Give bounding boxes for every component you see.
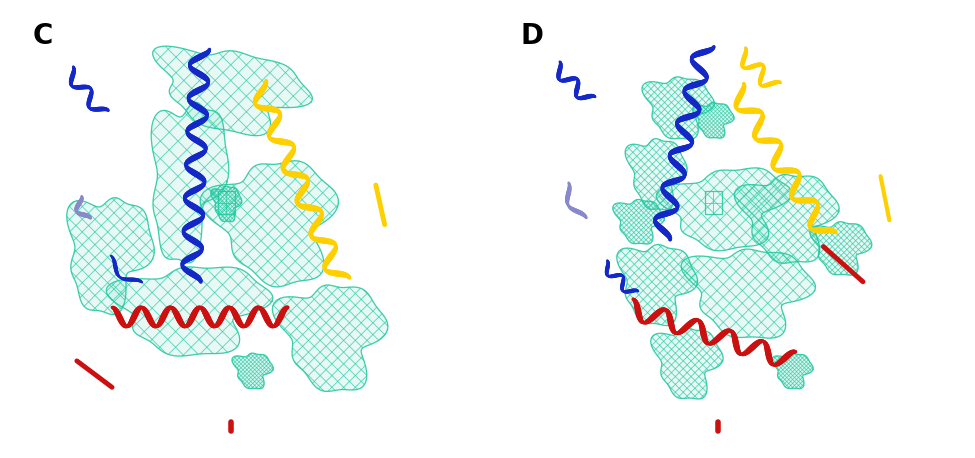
Polygon shape bbox=[692, 103, 734, 138]
Polygon shape bbox=[810, 222, 872, 275]
Polygon shape bbox=[642, 77, 715, 139]
Polygon shape bbox=[66, 197, 154, 315]
Polygon shape bbox=[200, 161, 338, 287]
Polygon shape bbox=[772, 353, 813, 389]
Polygon shape bbox=[211, 186, 242, 222]
Polygon shape bbox=[272, 285, 388, 392]
Polygon shape bbox=[153, 46, 312, 136]
Polygon shape bbox=[656, 168, 792, 251]
Polygon shape bbox=[682, 249, 815, 338]
Text: D: D bbox=[520, 22, 543, 50]
Text: C: C bbox=[33, 22, 54, 50]
Polygon shape bbox=[650, 328, 723, 399]
Polygon shape bbox=[625, 139, 687, 210]
Polygon shape bbox=[106, 267, 273, 356]
Polygon shape bbox=[617, 245, 697, 326]
Polygon shape bbox=[151, 102, 229, 263]
Polygon shape bbox=[612, 200, 664, 244]
Polygon shape bbox=[232, 353, 273, 389]
Polygon shape bbox=[734, 174, 839, 263]
